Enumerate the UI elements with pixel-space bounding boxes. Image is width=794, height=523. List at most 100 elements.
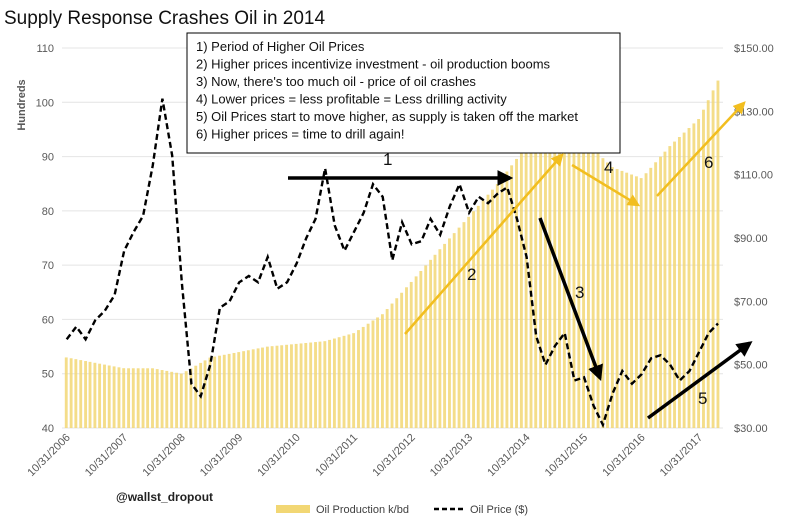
- production-bar: [299, 343, 303, 428]
- production-bar: [127, 368, 131, 428]
- production-bar: [332, 338, 336, 428]
- x-tick-label: 10/31/2011: [313, 432, 360, 479]
- production-bar: [323, 341, 327, 428]
- production-bar: [117, 367, 121, 428]
- x-tick-label: 10/31/2010: [255, 432, 302, 479]
- production-bar: [673, 141, 676, 428]
- production-bar: [591, 148, 595, 428]
- production-bar: [246, 350, 250, 428]
- production-bar: [88, 361, 92, 428]
- production-bar: [414, 276, 418, 428]
- x-tick-label: 10/31/2007: [83, 432, 130, 479]
- production-bar: [472, 211, 475, 428]
- production-bar: [155, 369, 159, 428]
- left-tick-label: 40: [42, 423, 54, 435]
- left-tick-label: 50: [42, 369, 54, 381]
- production-bar: [663, 151, 667, 429]
- production-bar: [208, 357, 212, 428]
- production-bar: [395, 298, 399, 428]
- production-bar: [553, 124, 557, 429]
- production-bar: [615, 169, 619, 428]
- production-bar: [290, 344, 293, 428]
- arrow-4: [571, 163, 641, 207]
- x-tick-label: 10/31/2016: [600, 432, 647, 479]
- right-tick-label: $70.00: [734, 296, 768, 308]
- x-tick-label: 10/31/2009: [198, 432, 245, 479]
- production-bar: [136, 368, 140, 428]
- production-bar: [405, 287, 408, 428]
- production-bar: [500, 177, 504, 428]
- production-bar: [376, 317, 379, 428]
- production-bar: [610, 167, 614, 428]
- production-bar: [452, 233, 456, 428]
- production-bar: [534, 138, 538, 429]
- production-bar: [524, 146, 528, 428]
- left-tick-label: 80: [42, 206, 54, 218]
- production-bar: [639, 178, 643, 428]
- arrow-3: [538, 217, 603, 381]
- production-bar: [548, 127, 552, 429]
- production-bar: [151, 368, 154, 428]
- left-tick-label: 90: [42, 152, 54, 164]
- production-bar: [203, 360, 207, 428]
- production-bar: [285, 344, 289, 428]
- right-tick-label: $150.00: [734, 43, 774, 55]
- production-bar: [625, 172, 629, 428]
- production-bar: [314, 342, 317, 428]
- production-bar: [682, 132, 686, 429]
- production-bar: [687, 128, 691, 428]
- legend-price: Oil Price ($): [470, 504, 528, 516]
- marker-5: 5: [698, 389, 707, 408]
- production-bar: [419, 270, 423, 428]
- production-bar: [697, 119, 701, 428]
- production-bar: [328, 339, 331, 428]
- production-bar: [505, 171, 509, 428]
- right-tick-label: $110.00: [734, 170, 773, 182]
- production-bar: [280, 345, 284, 428]
- right-tick-label: $50.00: [734, 360, 768, 372]
- production-bar: [366, 323, 370, 428]
- production-bar: [467, 216, 471, 428]
- production-bar: [265, 346, 269, 428]
- production-bar: [448, 238, 451, 428]
- production-bar: [242, 351, 246, 428]
- production-bar: [510, 165, 514, 428]
- marker-4: 4: [604, 158, 613, 177]
- production-bar: [424, 265, 428, 428]
- production-bar: [716, 80, 720, 429]
- production-bar: [304, 342, 308, 428]
- production-bar: [194, 365, 198, 428]
- production-bar: [539, 135, 543, 428]
- production-bar: [515, 158, 518, 428]
- production-bar: [649, 167, 653, 429]
- x-tick-label: 10/31/2013: [428, 432, 475, 479]
- production-bar: [390, 303, 394, 428]
- production-bar: [309, 342, 313, 428]
- production-bar: [256, 348, 260, 428]
- production-bar: [251, 349, 255, 428]
- x-tick-label: 10/31/2012: [370, 432, 417, 479]
- annotation-note: 1) Period of Higher Oil Prices: [196, 39, 365, 54]
- right-tick-label: $90.00: [734, 233, 768, 245]
- production-bar: [170, 371, 174, 428]
- production-bar: [165, 370, 169, 428]
- arrow-2: [404, 153, 564, 335]
- marker-2: 2: [467, 265, 476, 284]
- production-bar: [668, 146, 672, 428]
- annotation-notes: 1) Period of Higher Oil Prices 2) Higher …: [196, 39, 578, 142]
- annotation-note: 2) Higher prices incentivize investment …: [196, 57, 551, 72]
- marker-1: 1: [383, 150, 392, 169]
- production-bar: [429, 259, 433, 428]
- production-bar: [654, 162, 658, 428]
- arrow-6: [656, 101, 746, 197]
- annotation-note: 4) Lower prices = less profitable = Less…: [196, 92, 507, 107]
- production-bar: [64, 357, 68, 428]
- production-bar: [103, 364, 106, 428]
- production-bar: [702, 109, 705, 428]
- arrow-5: [646, 341, 753, 420]
- annotation-note: 5) Oil Prices start to move higher, as s…: [196, 109, 578, 124]
- production-bar: [270, 346, 274, 428]
- production-bar: [706, 100, 710, 428]
- right-axis-ticks: $30.00$50.00$70.00$90.00$110.00$130.00$1…: [734, 43, 774, 435]
